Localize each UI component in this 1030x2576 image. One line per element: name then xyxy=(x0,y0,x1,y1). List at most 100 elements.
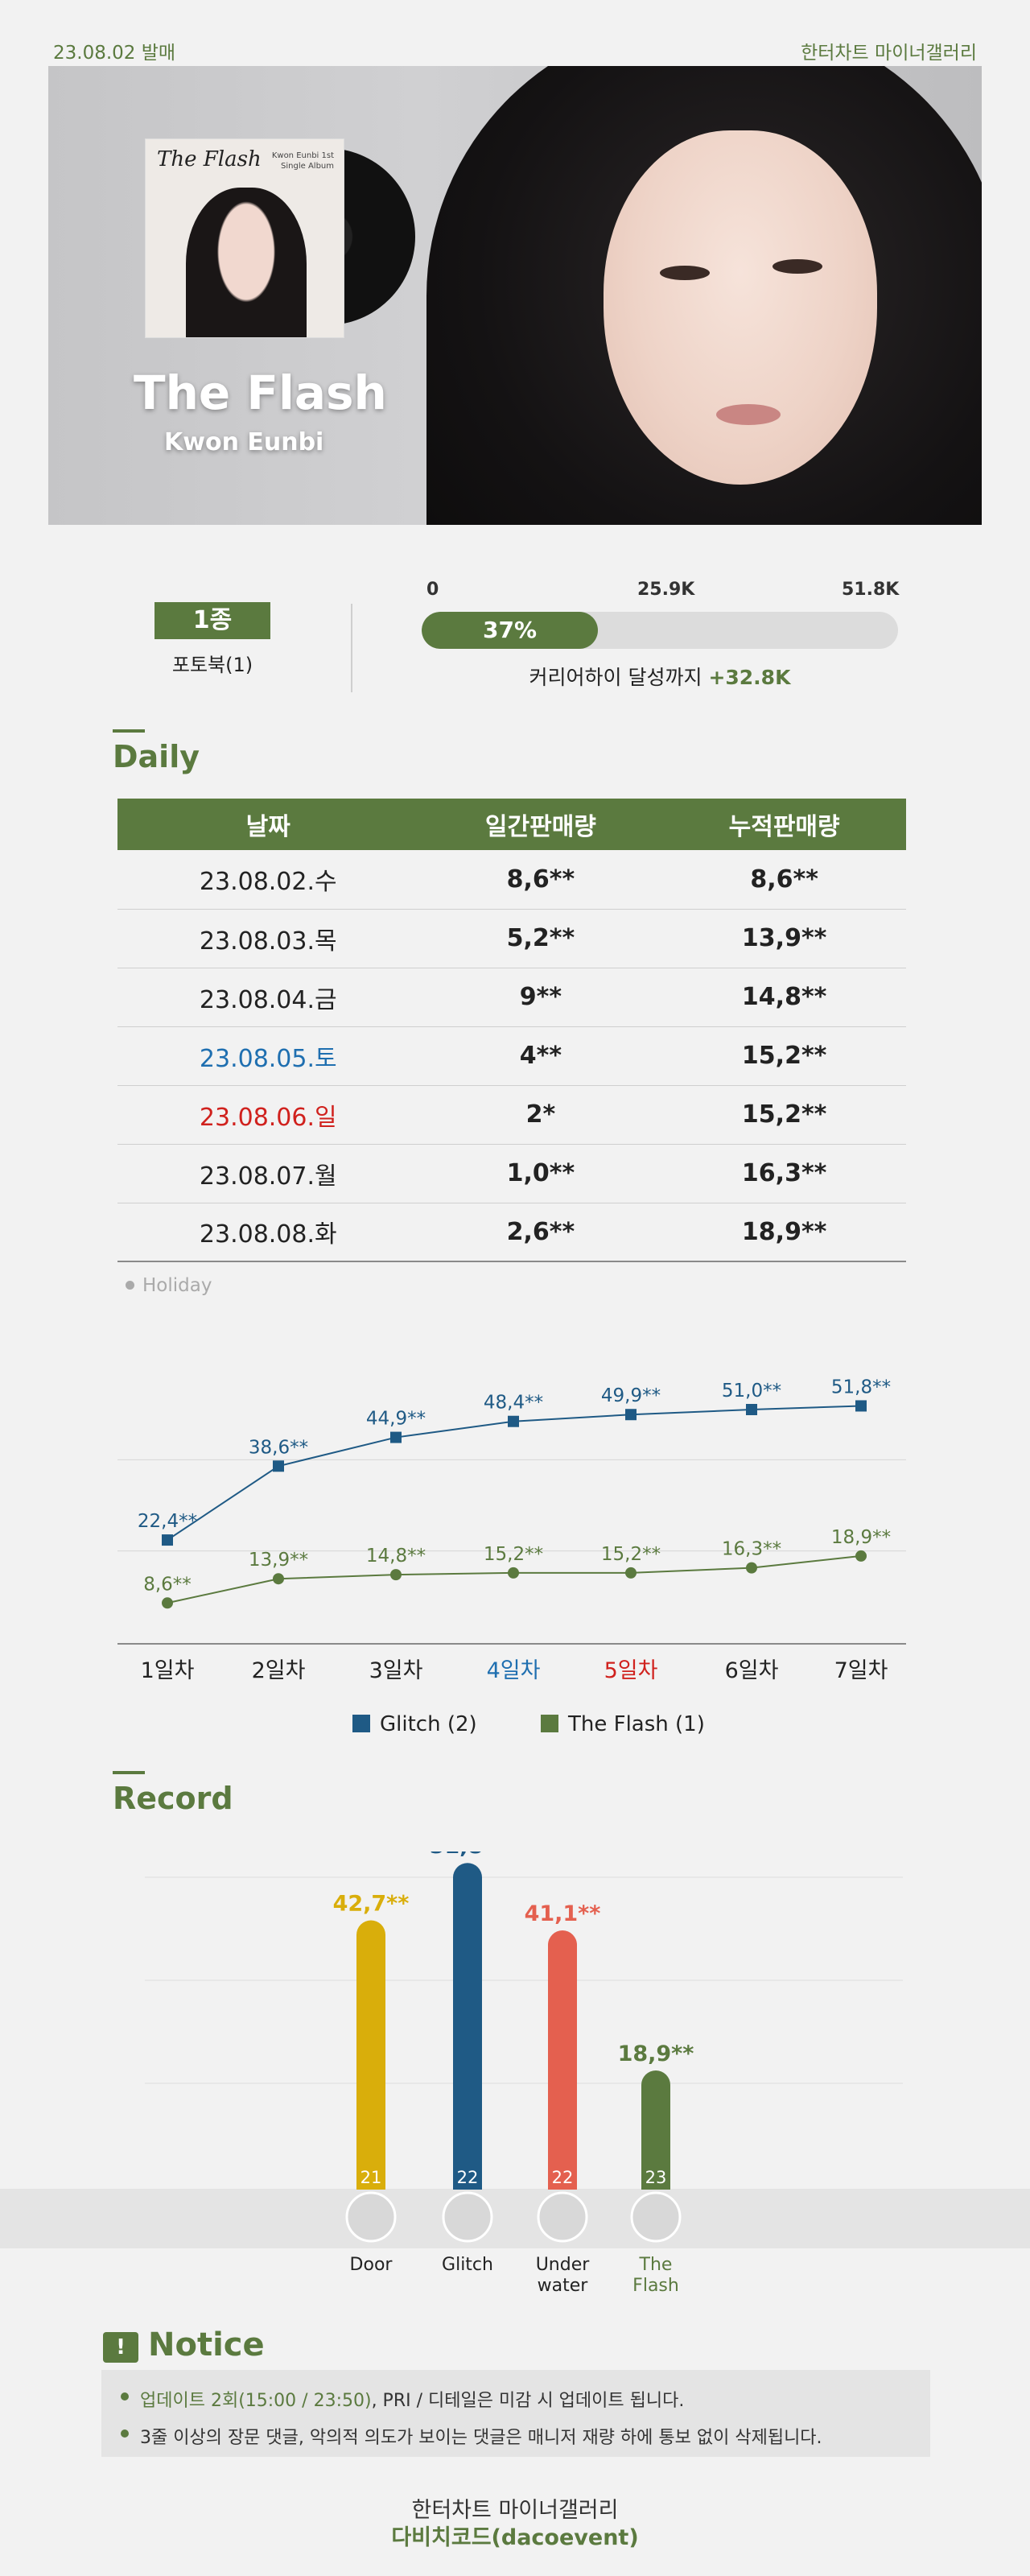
x-tick-label: 5일차 xyxy=(604,1658,658,1683)
progress-tick-end: 51.8K xyxy=(842,580,900,600)
data-label: 49,9** xyxy=(601,1385,661,1406)
sales-summary: 1종 포토북(1) 0 25.9K 51.8K 37% 커리어하이 달성까지 +… xyxy=(113,580,917,700)
artist-name: Kwon Eunbi xyxy=(164,428,324,456)
x-tick-label: 6일차 xyxy=(725,1658,779,1683)
row-date: 23.08.07.월 xyxy=(117,1144,419,1203)
data-point xyxy=(855,1400,867,1412)
table-row: 23.08.04.금 9** 14,8** xyxy=(117,968,906,1027)
table-row: 23.08.02.수 8,6** 8,6** xyxy=(117,850,906,910)
progress-percent: 37% xyxy=(483,617,538,643)
bar-value-label: 18,9** xyxy=(618,2041,694,2066)
notice-text: 3줄 이상의 장문 댓글, 악의적 의도가 보이는 댓글은 매니저 재량 하에 … xyxy=(140,2428,822,2448)
bar-year-label: 22 xyxy=(457,2168,479,2187)
data-point xyxy=(746,1562,757,1574)
bar xyxy=(641,2070,670,2190)
bar-category-label: Door xyxy=(350,2255,393,2275)
row-daily-sales: 2* xyxy=(418,1085,663,1145)
bar-value-label: 41,1** xyxy=(525,1901,601,1926)
x-tick-label: 7일차 xyxy=(834,1658,888,1683)
progress-fill: 37% xyxy=(422,612,599,649)
goal-text: 커리어하이 달성까지 +32.8K xyxy=(422,662,898,691)
row-total-sales: 15,2** xyxy=(662,1085,906,1145)
data-label: 38,6** xyxy=(249,1437,308,1458)
col-daily-sales: 일간판매량 xyxy=(418,799,663,850)
data-point xyxy=(390,1431,402,1443)
hero-banner: The Flash Kwon Eunbi 1st Single Album Th… xyxy=(48,66,982,525)
data-point xyxy=(625,1409,637,1421)
row-date: 23.08.02.수 xyxy=(117,850,419,910)
notice-highlight: 업데이트 2회(15:00 / 23:50) xyxy=(140,2391,372,2411)
data-point xyxy=(162,1597,173,1609)
bar-year-label: 21 xyxy=(360,2168,382,2187)
bar xyxy=(453,1863,482,2190)
album-title: The Flash xyxy=(134,365,387,420)
notice-title-text: Notice xyxy=(148,2326,265,2363)
lip-shape xyxy=(716,404,781,425)
table-header-row: 날짜 일간판매량 누적판매량 xyxy=(117,799,906,850)
legend-entry: The Flash (1) xyxy=(567,1712,705,1736)
progress-tick-mid: 25.9K xyxy=(637,580,695,600)
data-label: 22,4** xyxy=(138,1511,197,1532)
table-row: 23.08.06.일 2* 15,2** xyxy=(117,1085,906,1145)
data-label: 16,3** xyxy=(722,1539,781,1560)
eye-shape xyxy=(772,259,822,274)
album-thumb-icon xyxy=(537,2191,588,2243)
legend-entry: Glitch (2) xyxy=(380,1712,477,1736)
bar-year-label: 23 xyxy=(645,2168,667,2187)
artist-face xyxy=(604,130,877,485)
data-label: 13,9** xyxy=(249,1550,308,1571)
row-date: 23.08.04.금 xyxy=(117,968,419,1027)
release-date: 23.08.02 발매 xyxy=(53,43,176,64)
bar-category-label: Flash xyxy=(632,2276,679,2296)
data-label: 8,6** xyxy=(143,1574,192,1595)
data-point xyxy=(855,1550,867,1562)
row-date: 23.08.06.일 xyxy=(117,1085,419,1145)
bar-year-label: 22 xyxy=(552,2168,574,2187)
row-daily-sales: 1,0** xyxy=(418,1144,663,1203)
eye-shape xyxy=(660,266,710,280)
bar xyxy=(356,1920,385,2190)
row-total-sales: 16,3** xyxy=(662,1144,906,1203)
data-point xyxy=(390,1569,402,1581)
cover-photo xyxy=(186,188,307,337)
table-row: 23.08.08.화 2,6** 18,9** xyxy=(117,1203,906,1262)
data-label: 15,2** xyxy=(601,1544,661,1565)
data-label: 15,2** xyxy=(484,1544,543,1565)
table-row: 23.08.03.목 5,2** 13,9** xyxy=(117,909,906,968)
notice-item: 3줄 이상의 장문 댓글, 악의적 의도가 보이는 댓글은 매니저 재량 하에 … xyxy=(121,2423,911,2449)
col-total-sales: 누적판매량 xyxy=(662,799,906,850)
row-daily-sales: 5,2** xyxy=(418,909,663,968)
row-date: 23.08.08.화 xyxy=(117,1203,419,1262)
notice-title: ! Notice xyxy=(103,2326,265,2363)
daily-section-title: Daily xyxy=(113,729,200,774)
row-daily-sales: 2,6** xyxy=(418,1203,663,1262)
data-point xyxy=(508,1567,519,1579)
notice-icon: ! xyxy=(103,2332,138,2363)
versions-desc: 포토북(1) xyxy=(171,654,253,676)
legend-swatch xyxy=(352,1715,370,1732)
bar xyxy=(548,1930,577,2190)
data-point xyxy=(273,1460,284,1472)
row-total-sales: 13,9** xyxy=(662,909,906,968)
legend-swatch xyxy=(541,1715,558,1732)
data-point xyxy=(162,1534,173,1546)
table-row: 23.08.07.월 1,0** 16,3** xyxy=(117,1144,906,1203)
row-total-sales: 14,8** xyxy=(662,968,906,1027)
x-tick-label: 2일차 xyxy=(252,1658,306,1683)
goal-value: +32.8K xyxy=(708,666,791,689)
notice-item: 업데이트 2회(15:00 / 23:50), PRI / 디테일은 미감 시 … xyxy=(121,2386,911,2412)
divider xyxy=(351,604,352,692)
notice-text: , PRI / 디테일은 미감 시 업데이트 됩니다. xyxy=(371,2391,685,2411)
daily-sales-table: 날짜 일간판매량 누적판매량 23.08.02.수 8,6** 8,6** 23.08… xyxy=(117,799,906,1262)
data-point xyxy=(625,1567,637,1579)
row-date: 23.08.05.토 xyxy=(117,1026,419,1086)
table-row: 23.08.05.토 4** 15,2** xyxy=(117,1026,906,1086)
row-daily-sales: 9** xyxy=(418,968,663,1027)
data-label: 14,8** xyxy=(366,1546,426,1567)
top-bar: 23.08.02 발매 한터차트 마이너갤러리 xyxy=(53,32,977,64)
cover-title: The Flash xyxy=(157,147,262,171)
brand-name: 한터차트 마이너갤러리 xyxy=(801,43,977,64)
data-label: 44,9** xyxy=(366,1409,426,1430)
data-point xyxy=(508,1415,519,1427)
row-daily-sales: 4** xyxy=(418,1026,663,1086)
